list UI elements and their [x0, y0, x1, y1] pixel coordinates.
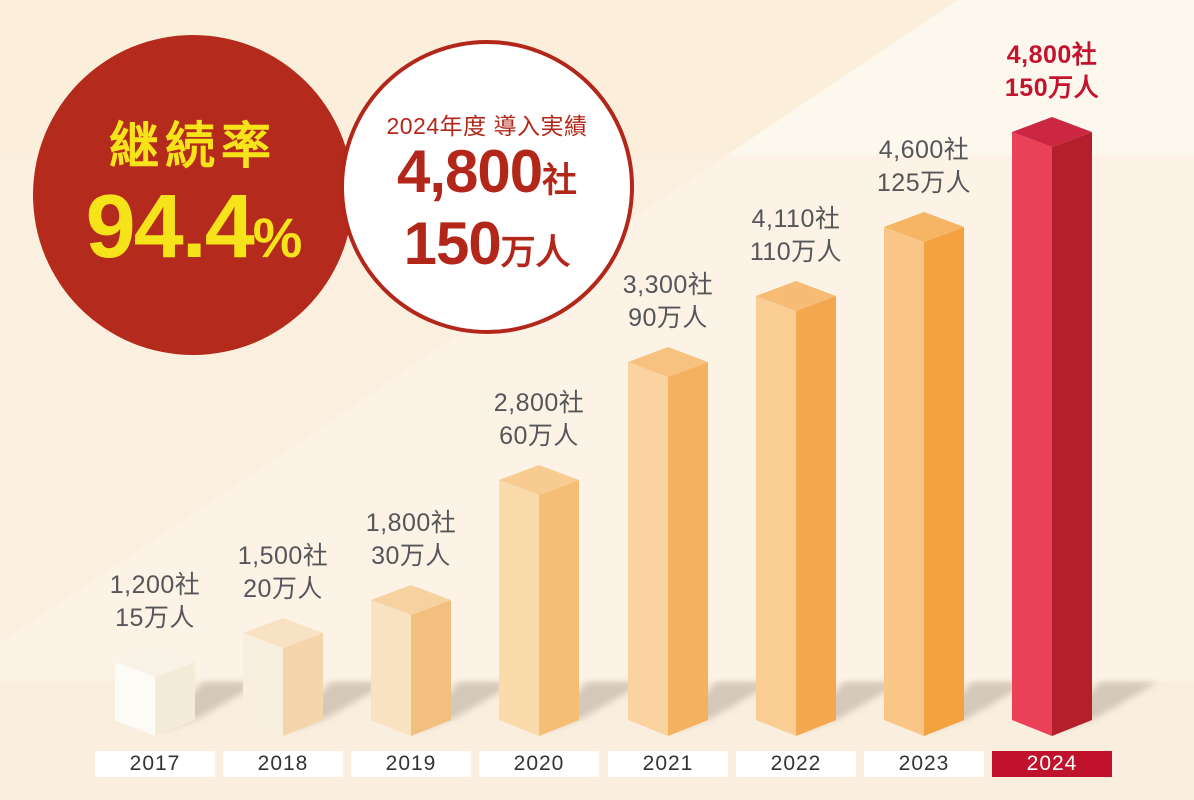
retention-unit: %	[252, 206, 303, 269]
companies-value: 1,200社	[109, 571, 201, 599]
bar-label-2024: 4,800社 150万人	[962, 39, 1142, 105]
retention-value: 94.4%	[86, 181, 303, 284]
people-unit: 万人	[500, 233, 571, 272]
bar-label-2022: 4,110社 110万人	[706, 203, 886, 269]
people-number: 150	[403, 210, 502, 277]
retention-badge: 継続率 94.4%	[33, 35, 353, 355]
bar-label-2021: 3,300社 90万人	[578, 269, 758, 335]
people-value: 150万人	[1004, 74, 1100, 102]
people-value: 90万人	[628, 304, 708, 332]
bar-label-2023: 4,600社 125万人	[834, 134, 1014, 200]
year-strip-2021: 2021	[608, 751, 728, 777]
year-text: 2023	[898, 752, 950, 775]
people-value: 125万人	[876, 169, 972, 197]
year-text: 2020	[513, 752, 565, 775]
installed-title: 2024年度 導入実績	[386, 113, 588, 139]
retention-number: 94.4	[85, 177, 255, 277]
bar-label-2018: 1,500社 20万人	[193, 540, 373, 606]
year-strip-2017: 2017	[95, 751, 215, 777]
bar-2018	[243, 618, 323, 736]
year-text: 2021	[642, 752, 694, 775]
companies-value: 4,110社	[751, 205, 841, 233]
bar-2023	[884, 212, 964, 736]
bar-2021	[628, 347, 708, 736]
companies-value: 4,600社	[878, 136, 970, 164]
bg-top-right-band	[727, 0, 1194, 155]
companies-value: 3,300社	[622, 271, 714, 299]
year-text: 2017	[129, 752, 181, 775]
companies-value: 2,800社	[493, 389, 585, 417]
year-text: 2018	[257, 752, 309, 775]
year-text: 2024	[1026, 752, 1078, 775]
retention-label: 継続率	[109, 118, 277, 174]
bar-label-2019: 1,800社 30万人	[321, 507, 501, 573]
year-text: 2022	[770, 752, 822, 775]
installed-people: 150万人	[404, 212, 571, 284]
year-strip-2018: 2018	[223, 751, 343, 777]
companies-unit: 社	[542, 161, 577, 200]
year-text: 2019	[385, 752, 437, 775]
bar-label-2020: 2,800社 60万人	[449, 387, 629, 453]
bar-label-2017: 1,200社 15万人	[65, 569, 245, 635]
bar-2022	[756, 281, 836, 736]
companies-number: 4,800	[397, 138, 543, 205]
bar-2019	[371, 585, 451, 736]
companies-value: 4,800社	[1006, 41, 1098, 69]
people-value: 30万人	[371, 542, 451, 570]
year-strip-2020: 2020	[479, 751, 599, 777]
installed-companies: 4,800社	[397, 140, 577, 212]
year-strip-2019: 2019	[351, 751, 471, 777]
year-strip-2023: 2023	[864, 751, 984, 777]
people-value: 15万人	[115, 604, 195, 632]
installed-results-badge: 2024年度 導入実績 4,800社 150万人	[340, 40, 634, 334]
people-value: 110万人	[749, 238, 843, 266]
year-strip-2024: 2024	[992, 751, 1112, 777]
people-value: 20万人	[243, 575, 323, 603]
bar-2020	[499, 465, 579, 736]
companies-value: 1,500社	[237, 542, 329, 570]
bar-2024-highlight	[1012, 117, 1092, 736]
year-strip-2022: 2022	[736, 751, 856, 777]
bar-2017	[115, 647, 195, 736]
companies-value: 1,800社	[365, 509, 457, 537]
people-value: 60万人	[499, 422, 579, 450]
